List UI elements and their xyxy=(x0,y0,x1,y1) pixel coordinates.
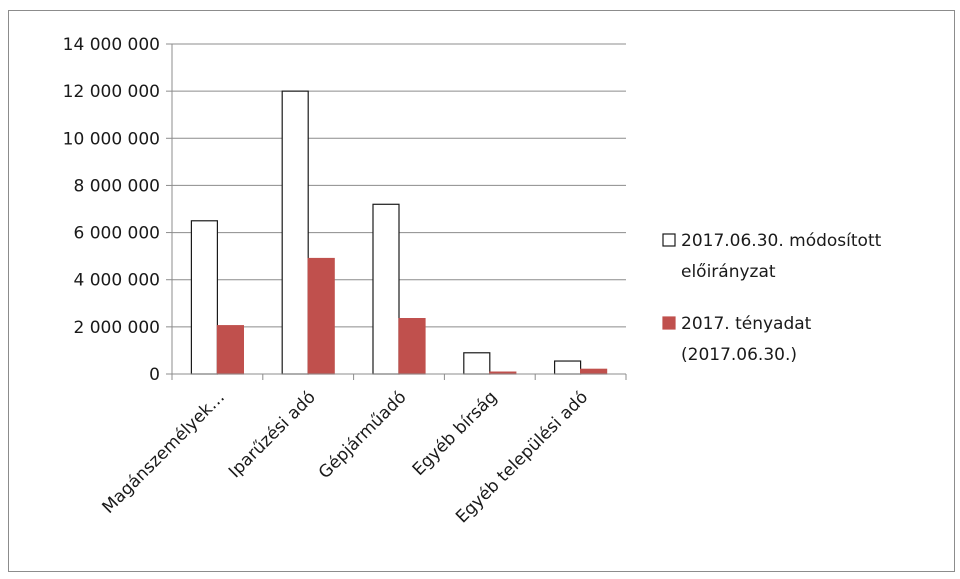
chart-frame: 0 2 000 000 4 000 000 6 000 000 8 000 000 10 … xyxy=(8,10,955,572)
bar-actual-0 xyxy=(216,325,244,375)
legend: 2017.06.30. módosított előirányzat 2017. t… xyxy=(662,231,882,365)
legend-swatch xyxy=(662,233,676,247)
x-axis-category-labels: Magánszemélyek…Iparűzési adóGépjárműadóE… xyxy=(99,387,593,527)
y-tick-label: 0 xyxy=(149,365,160,385)
y-tick-label: 14 000 000 xyxy=(63,35,160,55)
bar-actual-1 xyxy=(307,257,335,375)
y-tick-label: 2 000 000 xyxy=(73,318,160,338)
y-axis-tick-labels: 0 2 000 000 4 000 000 6 000 000 8 000 000 10 … xyxy=(63,35,160,385)
x-category-label: Iparűzési adó xyxy=(225,387,320,482)
bar-modified-budget-0 xyxy=(190,220,218,375)
legend-swatch xyxy=(662,316,676,330)
bar-actual-2 xyxy=(398,318,426,375)
y-tick-label: 8 000 000 xyxy=(73,176,160,196)
bar-modified-budget-1 xyxy=(281,90,309,375)
bar-modified-budget-3 xyxy=(463,352,491,375)
legend-label: (2017.06.30.) xyxy=(681,345,797,365)
y-tick-label: 4 000 000 xyxy=(73,271,160,291)
legend-label: 2017. tényadat xyxy=(681,314,812,334)
x-category-label: Gépjárműadó xyxy=(315,387,411,483)
legend-label: 2017.06.30. módosított xyxy=(681,231,882,251)
bars xyxy=(190,90,608,375)
y-tick-label: 12 000 000 xyxy=(63,82,160,102)
bar-chart: 0 2 000 000 4 000 000 6 000 000 8 000 000 10 … xyxy=(63,35,882,527)
bar-actual-4 xyxy=(579,368,608,375)
x-category-label: Magánszemélyek… xyxy=(99,387,229,517)
y-tick-label: 6 000 000 xyxy=(73,224,160,244)
legend-label: előirányzat xyxy=(681,262,776,282)
bar-modified-budget-2 xyxy=(372,203,400,375)
bar-modified-budget-4 xyxy=(553,360,582,375)
x-category-label: Egyéb bírság xyxy=(409,387,502,480)
axes xyxy=(171,44,627,380)
y-tick-label: 10 000 000 xyxy=(63,129,160,149)
